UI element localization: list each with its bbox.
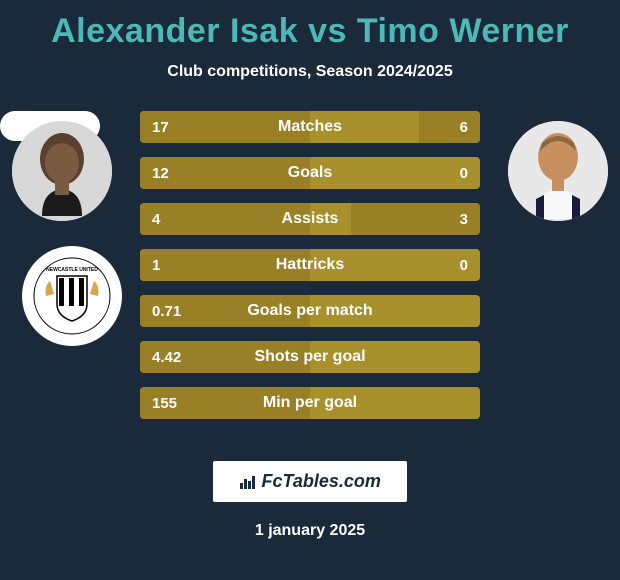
stat-row: 12Goals0 — [140, 157, 480, 189]
stat-row: 17Matches6 — [140, 111, 480, 143]
stat-label: Assists — [140, 210, 480, 228]
stat-label: Goals per match — [140, 302, 480, 320]
club-left-crest: NEWCASTLE UNITED — [22, 246, 122, 346]
svg-text:NEWCASTLE UNITED: NEWCASTLE UNITED — [46, 267, 98, 273]
stat-row: 155Min per goal — [140, 387, 480, 419]
player-right-avatar — [508, 121, 608, 221]
stats-column: 17Matches6 12Goals0 4Assists3 1Hattricks0 0.… — [140, 111, 480, 433]
brand-logo: FcTables.com — [213, 461, 407, 502]
stat-row: 1Hattricks0 — [140, 249, 480, 281]
stat-label: Matches — [140, 118, 480, 136]
footer: FcTables.com 1 january 2025 — [0, 461, 620, 540]
stat-value-right: 3 — [460, 211, 468, 228]
stat-label: Min per goal — [140, 394, 480, 412]
newcastle-crest-icon: NEWCASTLE UNITED — [32, 256, 112, 336]
player-right-silhouette-icon — [508, 121, 608, 221]
player-left-avatar — [12, 121, 112, 221]
page-title: Alexander Isak vs Timo Werner — [0, 0, 620, 51]
stat-label: Goals — [140, 164, 480, 182]
stat-label: Shots per goal — [140, 348, 480, 366]
brand-text: FcTables.com — [262, 471, 381, 491]
stat-value-right: 0 — [460, 165, 468, 182]
page-subtitle: Club competitions, Season 2024/2025 — [0, 63, 620, 81]
player-left-silhouette-icon — [12, 121, 112, 221]
date-text: 1 january 2025 — [0, 522, 620, 540]
stat-value-right: 6 — [460, 119, 468, 136]
chart-icon — [239, 472, 257, 490]
stat-row: 4.42Shots per goal — [140, 341, 480, 373]
stat-value-right: 0 — [460, 257, 468, 274]
stat-row: 4Assists3 — [140, 203, 480, 235]
comparison-area: NEWCASTLE UNITED 17Matches6 12Goals0 4Assi… — [0, 111, 620, 431]
stat-label: Hattricks — [140, 256, 480, 274]
stat-row: 0.71Goals per match — [140, 295, 480, 327]
